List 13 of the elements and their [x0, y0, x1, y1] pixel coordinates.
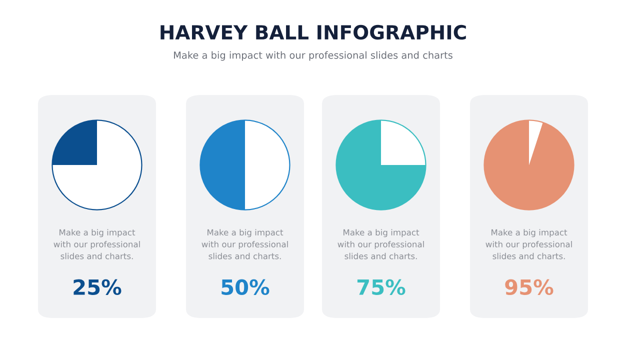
pie-slice	[484, 120, 574, 210]
text: Make a big impact with our professional slides and charts.	[54, 229, 140, 260]
text: Make a big impact with our professional slides and charts	[174, 51, 452, 61]
text: 25%	[74, 279, 122, 296]
text: 95%	[505, 279, 554, 296]
text: Make a big impact with our professional slides and charts.	[202, 229, 288, 260]
text: 75%	[357, 279, 406, 296]
pie-slice	[245, 120, 290, 210]
text: Make a big impact with our professional slides and charts.	[338, 229, 424, 260]
text: HARVEY BALL INFOGRAPHIC	[160, 24, 466, 40]
pie-slice	[529, 120, 543, 165]
text: Make a big impact with our professional slides and charts.	[486, 229, 572, 260]
text: 50%	[222, 279, 270, 296]
